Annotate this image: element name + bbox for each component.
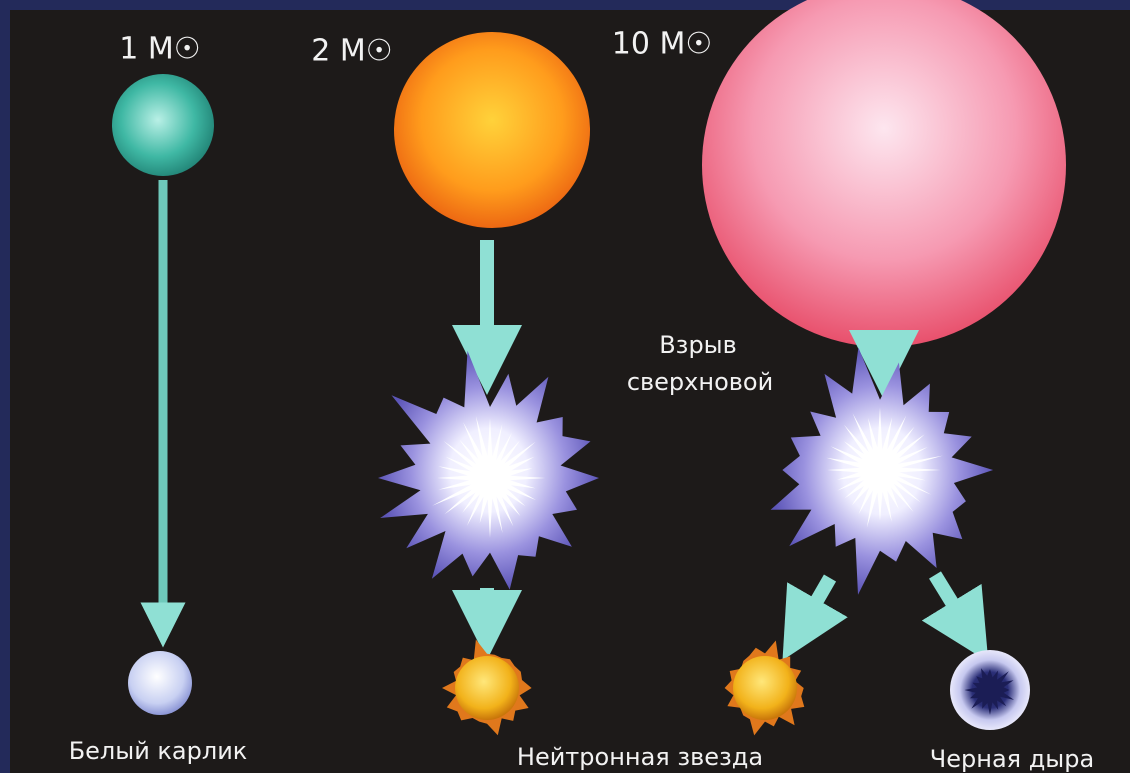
sun-like-star [112, 74, 214, 176]
stellar-evolution-diagram: 1 M☉ 2 M☉ 10 M☉ Взрыв сверхновой Белый к… [0, 0, 1130, 773]
mass-label: 1 M☉ [119, 32, 200, 67]
medium-star [394, 32, 590, 228]
outcome-label: Нейтронная звезда [517, 743, 763, 771]
white-dwarf [128, 651, 192, 715]
supernova-label: сверхновой [627, 368, 773, 396]
massive-star [702, 0, 1066, 347]
mass-label: 10 M☉ [612, 27, 713, 62]
mass-label: 2 M☉ [311, 34, 392, 69]
page: 1 M☉ 2 M☉ 10 M☉ Взрыв сверхновой Белый к… [0, 0, 1130, 773]
outcome-label: Черная дыра [930, 745, 1094, 773]
neutron-star [455, 656, 519, 720]
supernova-label: Взрыв [659, 331, 737, 359]
neutron-star [733, 656, 797, 720]
outcome-label: Белый карлик [69, 737, 248, 765]
